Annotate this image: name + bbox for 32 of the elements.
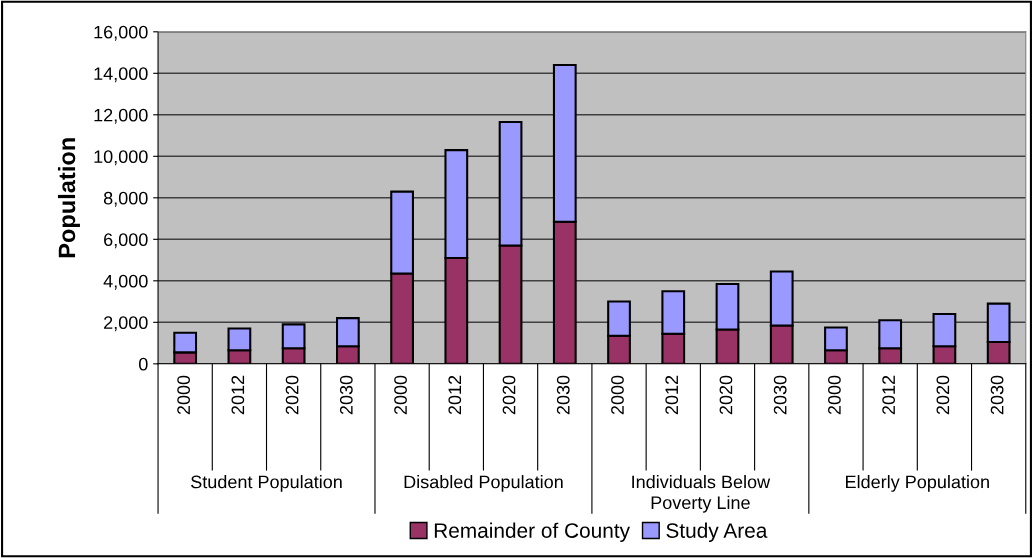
y-tick-label: 10,000 — [94, 150, 148, 166]
x-tick-label: 2000 — [611, 375, 624, 415]
legend-label: Study Area — [666, 522, 768, 543]
x-tick-label: 2000 — [177, 375, 191, 415]
text: Disabled Population — [404, 475, 563, 492]
x-tick-label: 2030 — [556, 375, 570, 415]
y-tick-label: 16,000 — [94, 25, 148, 41]
y-tick-label: 8,000 — [103, 191, 148, 207]
x-tick-label: 2000 — [394, 375, 407, 415]
text: Individuals Below Poverty Line — [632, 475, 771, 513]
y-axis-title: Population — [57, 138, 80, 258]
x-tick-label: 2020 — [502, 375, 516, 415]
y-tick-label: 4,000 — [103, 274, 148, 290]
x-tick-label: 2012 — [882, 375, 896, 415]
x-tick-label: 2012 — [448, 375, 462, 415]
x-tick-label: 2020 — [285, 375, 299, 415]
y-tick-label: 6,000 — [104, 233, 148, 249]
y-tick-label: 12,000 — [94, 108, 148, 124]
x-tick-label: 2030 — [339, 375, 353, 415]
legend-label: Remainder of County — [434, 522, 630, 543]
x-tick-label: 2020 — [719, 375, 733, 415]
text: Elderly Population — [846, 475, 989, 492]
x-tick-label: 2020 — [936, 375, 950, 415]
x-tick-label: 2030 — [773, 375, 787, 415]
x-tick-label: 2012 — [231, 375, 245, 415]
x-tick-label: 2012 — [665, 375, 679, 415]
text: Student Population — [191, 475, 342, 492]
y-tick-label: 0 — [138, 357, 148, 371]
x-tick-label: 2000 — [828, 375, 841, 415]
y-tick-label: 2,000 — [104, 316, 148, 332]
y-tick-label: 14,000 — [94, 67, 148, 83]
x-tick-label: 2030 — [990, 375, 1004, 415]
